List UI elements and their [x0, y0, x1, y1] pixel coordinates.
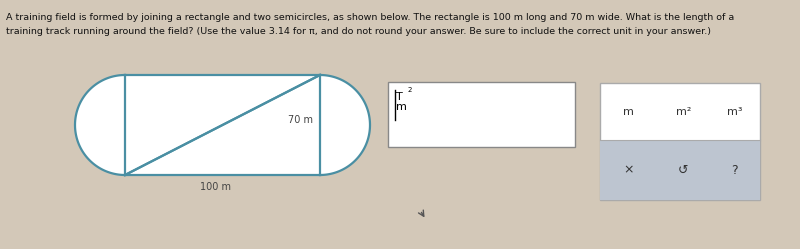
Text: 100 m: 100 m: [199, 182, 230, 192]
Text: m²: m²: [675, 107, 691, 117]
Text: 2: 2: [408, 87, 412, 93]
Polygon shape: [125, 75, 320, 175]
Bar: [600, 140, 760, 200]
Bar: [600, 83, 760, 200]
Text: m³: m³: [726, 107, 742, 117]
Text: m: m: [623, 107, 634, 117]
Text: T: T: [396, 92, 402, 102]
Text: ?: ?: [731, 164, 738, 177]
Polygon shape: [75, 75, 370, 175]
Text: m: m: [396, 102, 407, 112]
Text: ×: ×: [623, 164, 634, 177]
Text: A training field is formed by joining a rectangle and two semicircles, as shown : A training field is formed by joining a …: [6, 13, 734, 22]
Text: 70 m: 70 m: [288, 115, 313, 125]
Text: ↺: ↺: [678, 164, 689, 177]
Bar: [388, 82, 575, 147]
Text: training track running around the field? (Use the value 3.14 for π, and do not r: training track running around the field?…: [6, 27, 711, 36]
